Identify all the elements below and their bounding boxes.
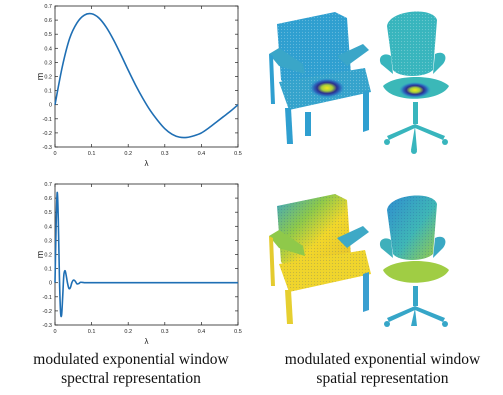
y-tick-label: -0.1 [43,295,52,301]
y-tick-label: 0 [49,103,52,109]
y-tick-label: -0.3 [43,145,52,151]
caption-spatial-line2: spatial representation [316,370,449,387]
spatial-render-localized [269,11,449,154]
y-tick-label: 0.1 [44,267,52,273]
y-tick-label: 0.2 [44,253,52,259]
y-tick-label: 0 [49,281,52,287]
x-axis-label: λ [145,337,149,346]
y-tick-label: 0.5 [44,210,52,216]
y-tick-label: -0.2 [43,309,52,315]
caption-spatial: modulated exponential window spatial rep… [262,350,503,388]
x-tick-label: 0.4 [198,329,206,335]
caption-spectral: modulated exponential window spectral re… [0,350,262,388]
x-tick-label: 0.2 [124,151,132,157]
series-line [54,12,239,139]
caption-spatial-line1: modulated exponential window [284,351,481,368]
series-line [54,191,238,318]
x-tick-label: 0 [53,329,56,335]
x-tick-label: 0.5 [234,329,242,335]
x-tick-label: 0.5 [234,151,242,157]
x-axis-label: λ [145,159,149,168]
y-tick-label: 0.4 [44,224,52,230]
y-tick-label: 0.3 [44,238,52,244]
y-tick-label: 0.6 [44,196,52,202]
x-tick-label: 0.3 [161,329,169,335]
caption-spectral-line1: modulated exponential window [33,351,229,368]
chair-office-top [379,11,449,154]
plot-frame [54,183,239,326]
spatial-render-spread [269,194,449,327]
y-tick-label: 0.5 [44,32,52,38]
y-tick-label: -0.3 [43,323,52,329]
y-tick-label: -0.2 [43,131,52,137]
spectral-plot-top: -0.3 -0.2 -0.1 0 0.1 0.2 0.3 0.4 0.5 0.6 0.7 0 0.1 0.… [35,4,242,168]
y-tick-label: -0.1 [43,117,52,123]
y-axis-label: m [35,251,45,259]
y-tick-label: 0.3 [44,60,52,66]
y-tick-label: 0.4 [44,46,52,52]
y-tick-label: 0.2 [44,75,52,81]
x-tick-label: 0.1 [88,329,96,335]
y-tick-label: 0.7 [44,4,52,10]
chair-armchair-top [269,12,371,144]
chair-office-bottom [379,195,449,327]
x-tick-label: 0 [53,151,56,157]
x-tick-label: 0.3 [161,151,169,157]
y-tick-label: 0.6 [44,18,52,24]
spectral-plot-bottom: -0.3 -0.2 -0.1 0 0.1 0.2 0.3 0.4 0.5 0.6 0.7 0 0.1 0.… [35,182,242,346]
chair-armchair-bottom [269,194,371,324]
caption-spectral-line2: spectral representation [61,370,201,387]
x-tick-label: 0.4 [198,151,206,157]
y-axis-label: m [35,73,45,81]
x-tick-label: 0.2 [124,329,132,335]
y-tick-label: 0.7 [44,182,52,188]
x-tick-label: 0.1 [88,151,96,157]
y-tick-label: 0.1 [44,89,52,95]
